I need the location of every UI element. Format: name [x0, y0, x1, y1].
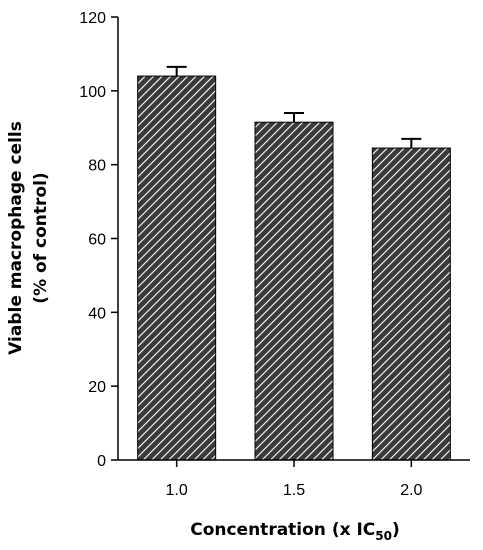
bar-2.0	[371, 147, 451, 461]
bar-1.5	[254, 121, 334, 461]
x-axis-title-subscript: 50	[375, 529, 392, 543]
error-bars-layer	[166, 65, 422, 149]
y-ticks-layer: 0 20 40 60 80 100 120	[79, 10, 118, 470]
y-tick-label-20: 20	[88, 379, 106, 396]
x-tick-label-1.5: 1.5	[283, 482, 305, 499]
y-tick-label-120: 120	[79, 10, 106, 27]
x-axis-title-main: Concentration (x IC	[190, 520, 375, 540]
y-axis-title-line1: Viable macrophage cells	[6, 121, 26, 355]
x-axis-title-suffix: )	[392, 520, 400, 540]
x-axis-title: Concentration (x IC50)	[190, 520, 400, 543]
x-tick-label-2.0: 2.0	[400, 482, 422, 499]
x-ticks-layer: 1.0 1.5 2.0	[166, 460, 423, 499]
y-tick-label-80: 80	[88, 158, 106, 175]
y-tick-label-60: 60	[88, 232, 106, 249]
y-axis-title-line2: (% of control)	[31, 172, 51, 303]
y-tick-label-0: 0	[97, 453, 106, 470]
y-tick-label-40: 40	[88, 305, 106, 322]
bars-layer	[137, 75, 451, 461]
bar-1.0	[137, 75, 217, 461]
y-tick-label-100: 100	[79, 84, 106, 101]
x-tick-label-1.0: 1.0	[166, 482, 188, 499]
